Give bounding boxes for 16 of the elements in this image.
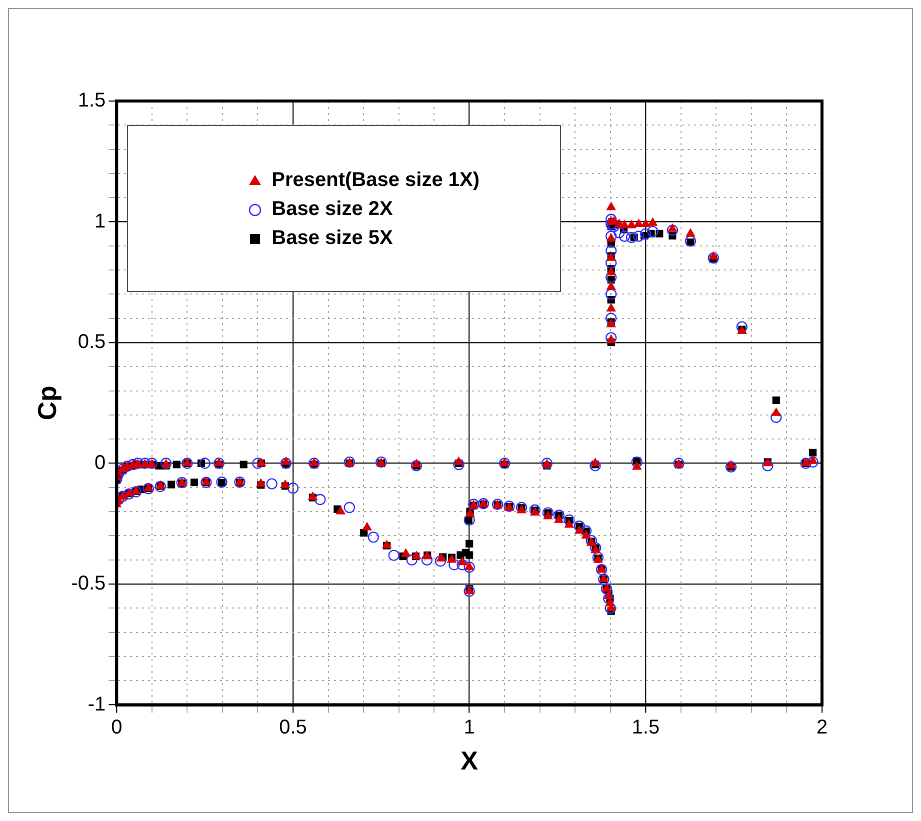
y-tick-label: 1.5: [78, 90, 106, 112]
y-tick-label: 0.5: [78, 331, 106, 354]
x-axis-title: X: [460, 746, 479, 776]
x-tick-label: 0: [111, 716, 122, 738]
y-axis-title: Cp: [32, 386, 62, 420]
legend-label: Present(Base size 1X): [272, 169, 480, 192]
x-tick-label: 2: [816, 716, 828, 738]
legend-label: Base size 2X: [272, 198, 393, 221]
x-tick-label: 1.5: [632, 716, 660, 738]
y-tick-label: 1: [94, 210, 106, 232]
y-tick-label: -1: [88, 693, 106, 716]
legend-label: Base size 5X: [272, 227, 393, 250]
y-tick-label: 0: [94, 452, 106, 474]
x-tick-label: 0.5: [279, 716, 307, 738]
y-tick-label: -0.5: [71, 572, 106, 595]
x-tick-label: 1: [464, 716, 475, 738]
